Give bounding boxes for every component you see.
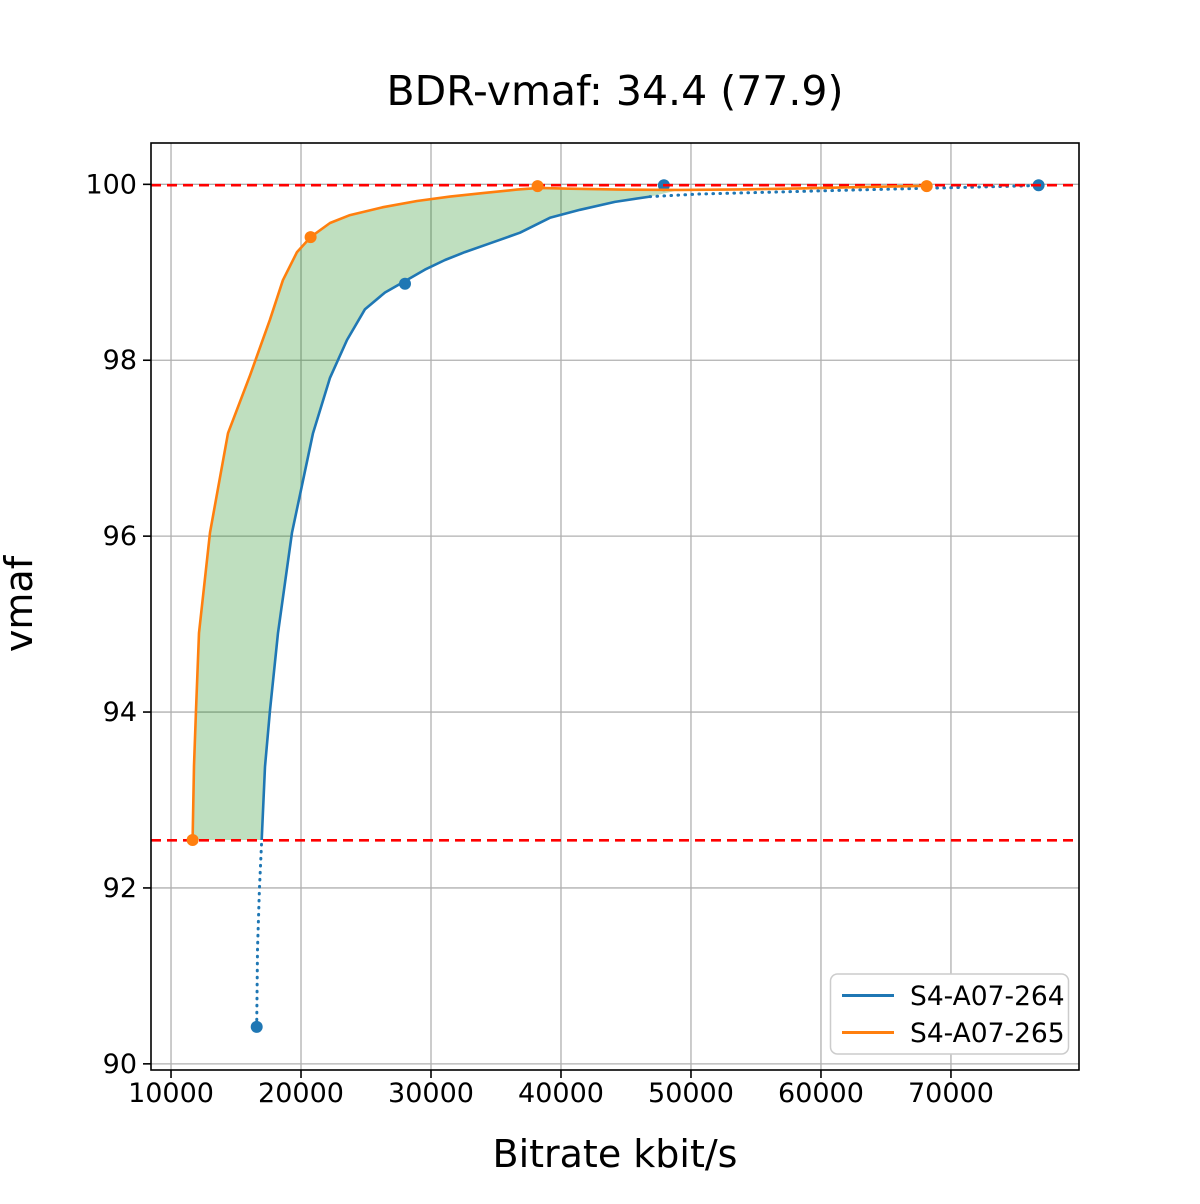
x-tick-label: 70000 [908, 1078, 994, 1109]
series-265-layer [186, 180, 933, 846]
y-tick-label: 96 [103, 521, 137, 552]
x-tick-label: 10000 [128, 1078, 214, 1109]
x-axis-label: Bitrate kbit/s [493, 1132, 738, 1176]
series-265-data-point [186, 834, 199, 846]
series-265-data-point [531, 180, 544, 193]
y-tick-label: 90 [103, 1049, 137, 1080]
y-tick-label: 100 [85, 169, 137, 200]
series-265-data-point [304, 231, 317, 244]
y-tick-label: 94 [103, 697, 137, 728]
series-264-data-point [250, 1020, 263, 1033]
legend: S4-A07-264 S4-A07-265 [829, 973, 1070, 1055]
grid-layer [151, 143, 1079, 1070]
x-tick-label: 40000 [518, 1078, 604, 1109]
y-tick-label: 98 [103, 345, 137, 376]
bd-gap-fill [192, 187, 680, 840]
series-264-curve [260, 195, 651, 841]
bd-gap-fill-layer [192, 187, 680, 840]
y-tick-label: 92 [103, 873, 137, 904]
series-265-curve [191, 184, 927, 841]
series-265-data-point [920, 180, 933, 193]
plot-border [150, 142, 1080, 1071]
x-tick-label: 60000 [778, 1078, 864, 1109]
legend-label: S4-A07-265 [910, 1018, 1065, 1049]
series-264-data-point [399, 277, 411, 290]
x-tick-label: 30000 [388, 1078, 474, 1109]
y-axis-label: vmaf [0, 554, 41, 652]
legend-label: S4-A07-264 [910, 981, 1065, 1012]
x-tick-label: 20000 [258, 1078, 344, 1109]
axes-layer: 10000 20000 30000 40000 50000 60000 70000 90 92 9… [85, 142, 1080, 1109]
series-264-curve-dotted-low [255, 838, 264, 1029]
chart-title: BDR-vmaf: 34.4 (77.9) [387, 67, 844, 115]
x-tick-label: 50000 [648, 1078, 734, 1109]
